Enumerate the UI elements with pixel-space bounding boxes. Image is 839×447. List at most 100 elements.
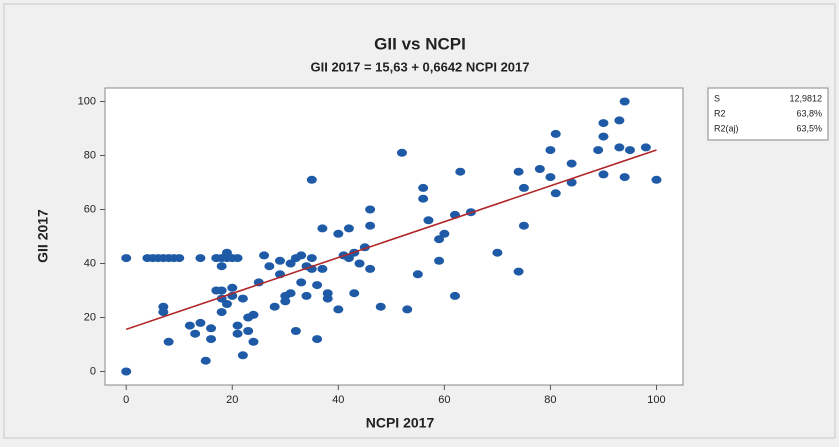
point (174, 254, 185, 263)
point (221, 248, 232, 257)
plot-area (104, 87, 684, 386)
point (232, 254, 243, 263)
point (312, 335, 323, 344)
point (651, 175, 662, 184)
point (280, 297, 291, 306)
x-tick-label: 60 (438, 394, 450, 406)
stat-value: 63,5% (796, 123, 822, 133)
x-axis-label: NCPI 2017 (366, 415, 435, 431)
point (163, 337, 174, 346)
point (216, 308, 227, 317)
point (375, 302, 386, 311)
y-tick-label: 80 (84, 149, 96, 161)
point (640, 143, 651, 152)
point (216, 262, 227, 271)
point (545, 146, 556, 155)
point (619, 173, 630, 182)
point (211, 254, 222, 263)
chart-title: GII vs NCPI (374, 34, 466, 53)
point (365, 264, 376, 273)
x-tick-label: 80 (544, 394, 556, 406)
point (550, 189, 561, 198)
point (296, 251, 307, 260)
point (274, 256, 285, 265)
y-tick-label: 100 (78, 95, 96, 107)
point (206, 324, 217, 333)
point (206, 335, 217, 344)
point (566, 159, 577, 168)
point (418, 194, 429, 203)
point (434, 235, 445, 244)
point (614, 116, 625, 125)
point (317, 264, 328, 273)
point (285, 289, 296, 298)
point (285, 259, 296, 268)
point (333, 305, 344, 314)
point (232, 329, 243, 338)
point (593, 146, 604, 155)
point (237, 351, 248, 360)
x-tick-label: 20 (226, 394, 238, 406)
stat-value: 12,9812 (789, 93, 822, 103)
point (518, 221, 529, 230)
point (296, 278, 307, 287)
point (619, 97, 630, 106)
point (312, 281, 323, 290)
point (269, 302, 280, 311)
point (598, 119, 609, 128)
point (434, 256, 445, 265)
point (195, 254, 206, 263)
point (423, 216, 434, 225)
point (227, 283, 238, 292)
y-tick-label: 20 (84, 311, 96, 323)
point (412, 270, 423, 279)
x-tick-label: 40 (332, 394, 344, 406)
y-tick-label: 60 (84, 203, 96, 215)
point (184, 321, 195, 330)
point (259, 251, 270, 260)
point (190, 329, 201, 338)
stat-name: S (714, 93, 720, 103)
point (232, 321, 243, 330)
point (624, 146, 635, 155)
point (449, 291, 460, 300)
point (550, 129, 561, 138)
point (513, 167, 524, 176)
y-axis-label: GII 2017 (35, 209, 51, 263)
point (158, 308, 169, 317)
x-tick-label: 0 (123, 394, 129, 406)
point (402, 305, 413, 314)
point (248, 337, 259, 346)
point (200, 356, 211, 365)
point (396, 148, 407, 157)
stat-value: 63,8% (796, 108, 822, 118)
x-tick-label: 100 (647, 394, 665, 406)
point (439, 229, 450, 238)
point (322, 294, 333, 303)
point (237, 294, 248, 303)
chart-subtitle: GII 2017 = 15,63 + 0,6642 NCPI 2017 (311, 59, 530, 74)
point (598, 170, 609, 179)
point (290, 327, 301, 335)
point (545, 173, 556, 182)
point (492, 248, 503, 257)
y-tick-label: 40 (84, 257, 96, 269)
point (195, 318, 206, 327)
point (365, 205, 376, 214)
point (343, 224, 354, 233)
point (306, 254, 317, 263)
point (354, 259, 365, 268)
point (455, 167, 466, 176)
point (121, 367, 132, 376)
point (513, 267, 524, 276)
point (534, 165, 545, 173)
point (566, 178, 577, 187)
point (598, 132, 609, 141)
stat-name: R2(aj) (714, 123, 739, 133)
stat-name: R2 (714, 108, 726, 118)
stats-box (707, 87, 829, 141)
point (216, 286, 227, 295)
fit-line (125, 149, 657, 331)
point (248, 310, 259, 319)
